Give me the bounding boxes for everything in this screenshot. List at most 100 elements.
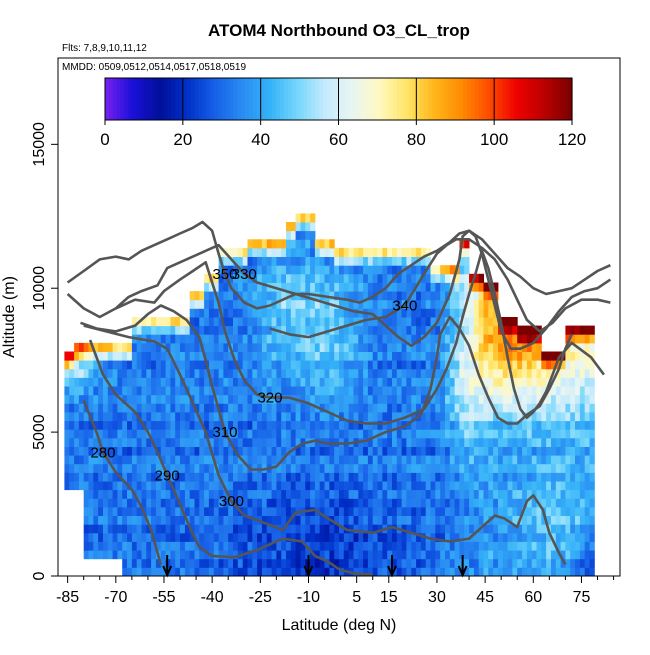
heatmap-cell bbox=[160, 412, 167, 422]
heatmap-cell bbox=[343, 498, 350, 508]
heatmap-cell bbox=[440, 489, 446, 499]
heatmap-cell bbox=[242, 308, 248, 318]
heatmap-cell bbox=[271, 239, 277, 249]
heatmap-cell bbox=[435, 360, 441, 370]
heatmap-cell bbox=[290, 412, 297, 422]
heatmap-cell bbox=[396, 420, 403, 430]
heatmap-cell bbox=[343, 325, 350, 335]
heatmap-cell bbox=[83, 515, 89, 525]
heatmap-cell bbox=[382, 463, 388, 473]
heatmap-cell bbox=[348, 429, 354, 439]
heatmap-cell bbox=[406, 334, 412, 344]
heatmap-cell bbox=[242, 567, 248, 576]
heatmap-cell bbox=[175, 489, 181, 499]
heatmap-cell bbox=[155, 334, 162, 344]
heatmap-cell bbox=[107, 515, 114, 525]
heatmap-cell bbox=[459, 429, 465, 439]
heatmap-cell bbox=[507, 463, 513, 473]
heatmap-cell bbox=[242, 429, 248, 439]
heatmap-cell bbox=[584, 325, 590, 335]
heatmap-cell bbox=[228, 498, 234, 508]
heatmap-cell bbox=[300, 446, 306, 456]
heatmap-cell bbox=[454, 342, 460, 352]
heatmap-cell bbox=[146, 567, 152, 576]
heatmap-cell bbox=[445, 558, 451, 568]
heatmap-cell bbox=[146, 394, 152, 404]
heatmap-cell bbox=[425, 455, 431, 465]
heatmap-cell bbox=[218, 463, 224, 473]
heatmap-cell bbox=[536, 368, 542, 378]
heatmap-cell bbox=[425, 351, 431, 361]
heatmap-cell bbox=[228, 567, 234, 576]
heatmap-cell bbox=[131, 342, 138, 352]
heatmap-cell bbox=[507, 515, 513, 525]
heatmap-cell bbox=[488, 386, 494, 396]
heatmap-cell bbox=[459, 420, 465, 430]
colorbar-segment bbox=[424, 78, 429, 120]
heatmap-cell bbox=[420, 360, 427, 370]
heatmap-cell bbox=[69, 412, 75, 422]
heatmap-cell bbox=[98, 429, 104, 439]
heatmap-cell bbox=[430, 550, 436, 560]
heatmap-cell bbox=[324, 463, 330, 473]
heatmap-cell bbox=[459, 386, 465, 396]
heatmap-cell bbox=[377, 291, 383, 301]
heatmap-cell bbox=[454, 368, 460, 378]
heatmap-cell bbox=[420, 550, 427, 560]
heatmap-cell bbox=[146, 351, 152, 361]
heatmap-cell bbox=[507, 541, 513, 551]
heatmap-cell bbox=[387, 412, 393, 422]
heatmap-cell bbox=[343, 334, 350, 344]
heatmap-cell bbox=[416, 360, 422, 370]
heatmap-cell bbox=[252, 429, 258, 439]
heatmap-cell bbox=[493, 463, 499, 473]
heatmap-cell bbox=[223, 558, 229, 568]
heatmap-cell bbox=[392, 334, 398, 344]
heatmap-cell bbox=[396, 455, 403, 465]
heatmap-cell bbox=[228, 325, 234, 335]
heatmap-cell bbox=[266, 532, 272, 542]
heatmap-cell bbox=[502, 437, 509, 447]
heatmap-cell bbox=[141, 403, 147, 413]
heatmap-cell bbox=[74, 455, 80, 465]
heatmap-cell bbox=[425, 265, 431, 275]
heatmap-cell bbox=[213, 386, 220, 396]
heatmap-cell bbox=[440, 567, 446, 576]
colorbar-segment bbox=[194, 78, 199, 120]
heatmap-cell bbox=[314, 386, 321, 396]
heatmap-cell bbox=[314, 351, 321, 361]
heatmap-cell bbox=[420, 291, 427, 301]
heatmap-cell bbox=[469, 429, 475, 439]
heatmap-cell bbox=[440, 498, 446, 508]
heatmap-cell bbox=[589, 412, 595, 422]
heatmap-cell bbox=[175, 429, 181, 439]
heatmap-cell bbox=[83, 498, 89, 508]
heatmap-cell bbox=[575, 515, 581, 525]
heatmap-cell bbox=[334, 420, 340, 430]
x-tick-label: 45 bbox=[476, 589, 494, 606]
heatmap-cell bbox=[531, 463, 537, 473]
heatmap-cell bbox=[445, 282, 451, 292]
heatmap-cell bbox=[247, 558, 253, 568]
contour-label: 300 bbox=[219, 493, 244, 510]
heatmap-cell bbox=[295, 273, 301, 283]
heatmap-cell bbox=[107, 550, 114, 560]
heatmap-cell bbox=[127, 524, 133, 534]
heatmap-cell bbox=[382, 558, 388, 568]
heatmap-cell bbox=[575, 455, 581, 465]
heatmap-cell bbox=[367, 325, 374, 335]
heatmap-cell bbox=[319, 515, 325, 525]
heatmap-cell bbox=[493, 455, 499, 465]
heatmap-cell bbox=[469, 317, 475, 327]
heatmap-cell bbox=[93, 532, 99, 542]
heatmap-cell bbox=[551, 515, 557, 525]
heatmap-cell bbox=[420, 506, 427, 516]
heatmap-cell bbox=[454, 360, 460, 370]
heatmap-cell bbox=[252, 273, 258, 283]
heatmap-cell bbox=[392, 317, 398, 327]
heatmap-cell bbox=[69, 368, 75, 378]
heatmap-cell bbox=[488, 299, 494, 309]
heatmap-cell bbox=[213, 550, 220, 560]
heatmap-cell bbox=[228, 532, 234, 542]
heatmap-cell bbox=[281, 317, 287, 327]
